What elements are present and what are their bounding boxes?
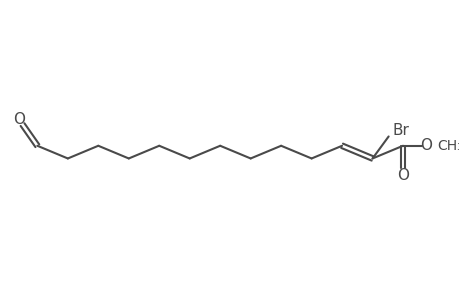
Text: O: O — [13, 112, 25, 127]
Text: O: O — [420, 138, 431, 153]
Text: O: O — [396, 168, 408, 183]
Text: CH₃: CH₃ — [437, 139, 459, 153]
Text: Br: Br — [391, 124, 408, 139]
